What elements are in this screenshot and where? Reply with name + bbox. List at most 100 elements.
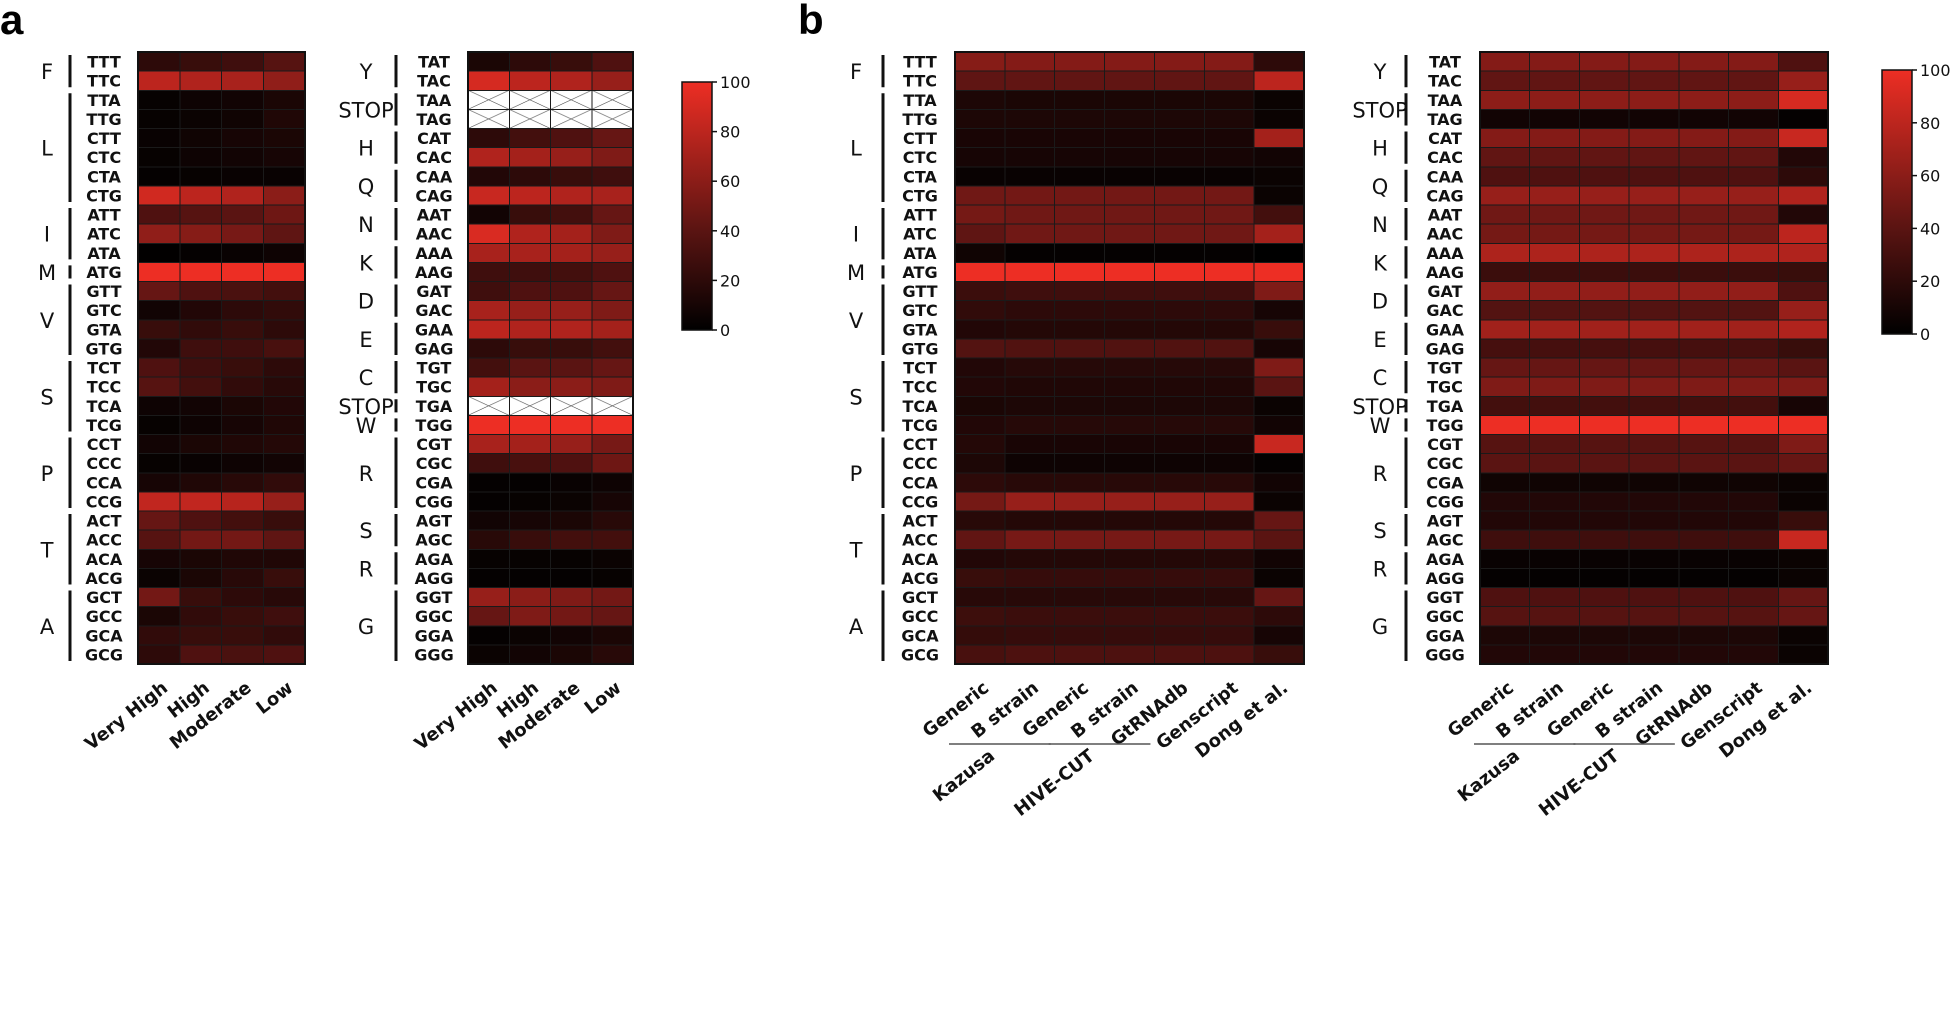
codon-label: TCC (87, 378, 121, 397)
heatmap-cell (1628, 376, 1680, 397)
heatmap-cell (1628, 319, 1680, 340)
heatmap-cell (1777, 606, 1829, 627)
heatmap-cell (1529, 281, 1580, 302)
codon-label: ACG (901, 569, 938, 588)
codon-label: TGG (1426, 416, 1463, 435)
codon-label: CTA (87, 167, 121, 186)
codon-label: ATC (87, 225, 121, 244)
heatmap-cell (467, 453, 510, 474)
heatmap-cell (467, 606, 510, 627)
heatmap-cell (137, 300, 181, 321)
codon-label: ACT (902, 512, 937, 531)
heatmap-cell (508, 548, 551, 569)
heatmap-cell (1479, 204, 1531, 225)
heatmap-cell (1004, 625, 1056, 646)
heatmap-cell (1004, 281, 1056, 302)
amino-acid-label: I (853, 223, 859, 247)
codon-label: TAC (417, 72, 451, 91)
amino-acid-label: G (358, 615, 374, 639)
heatmap-cell (591, 166, 634, 187)
codon-label: AAA (1426, 244, 1464, 263)
heatmap-cell (179, 338, 222, 359)
codon-label: GTG (86, 339, 123, 358)
heatmap-cell (1004, 223, 1056, 244)
heatmap-cell (591, 128, 634, 149)
heatmap-cell (137, 491, 181, 512)
heatmap-cell (221, 166, 264, 187)
heatmap-cell (591, 606, 634, 627)
heatmap-cell (954, 147, 1006, 168)
heatmap-cell (1628, 357, 1680, 378)
heatmap-cell (1578, 166, 1630, 187)
colorbar-tick-label: 20 (1920, 272, 1940, 291)
heatmap-cell (1529, 625, 1580, 646)
heatmap-cell (1104, 453, 1155, 474)
heatmap-cell (1529, 166, 1580, 187)
heatmap-cell (1728, 357, 1779, 378)
heatmap-cell (1203, 185, 1255, 206)
heatmap-cell (1777, 453, 1829, 474)
codon-label: CGC (416, 454, 453, 473)
heatmap-cell (137, 548, 181, 569)
heatmap-cell (1529, 338, 1580, 359)
heatmap-cell (954, 395, 1006, 416)
heatmap-cell (262, 281, 306, 302)
heatmap-cell (1678, 204, 1730, 225)
codon-label: GGG (414, 645, 453, 664)
heatmap-cell (1529, 414, 1580, 435)
heatmap-cell (467, 357, 510, 378)
colorbar-tick-label: 60 (1920, 167, 1940, 186)
heatmap-cell (1678, 300, 1730, 321)
amino-acid-label: R (1373, 462, 1388, 486)
codon-label: TTG (902, 110, 937, 129)
heatmap-cell (508, 625, 551, 646)
heatmap-cell (1054, 606, 1106, 627)
heatmap-cell (1777, 242, 1829, 263)
amino-acid-label: E (359, 328, 372, 352)
heatmap-cell (1479, 472, 1531, 493)
heatmap-cell (1054, 453, 1106, 474)
heatmap-cell (591, 70, 634, 91)
heatmap-cell (1529, 453, 1580, 474)
amino-acid-label: V (40, 309, 55, 333)
codon-label: TTA (903, 91, 937, 110)
heatmap-cell (1054, 128, 1106, 149)
codon-label: TAT (1429, 53, 1461, 72)
codon-label: GTC (86, 301, 122, 320)
heatmap-cell (1203, 453, 1255, 474)
heatmap-cell (221, 472, 264, 493)
heatmap-cell (1479, 625, 1531, 646)
heatmap-cell (1253, 434, 1305, 455)
heatmap-cell (1529, 567, 1580, 588)
heatmap-cell (1054, 376, 1106, 397)
heatmap-cell-na (550, 108, 593, 129)
heatmap-cell (1578, 70, 1630, 91)
heatmap-cell (1203, 587, 1255, 608)
heatmap-cell (137, 395, 181, 416)
heatmap-cell (1104, 51, 1155, 72)
heatmap-cell (137, 510, 181, 531)
heatmap-cell (1678, 108, 1730, 129)
heatmap-cell (137, 319, 181, 340)
heatmap-cell (1578, 108, 1630, 129)
heatmap-cell (508, 510, 551, 531)
heatmap-cell (1153, 147, 1205, 168)
heatmap-cell (550, 338, 593, 359)
heatmap-cell (591, 510, 634, 531)
heatmap-cell (550, 587, 593, 608)
heatmap-cell (1004, 261, 1056, 282)
heatmap-cell (1479, 414, 1531, 435)
heatmap-cell (591, 242, 634, 263)
codon-label: GCT (86, 588, 122, 607)
panel-label-b: b (798, 0, 824, 43)
codon-label: ACA (86, 550, 123, 569)
amino-acid-label: STOP (338, 98, 393, 122)
column-group-label: HIVE-CUT (1010, 745, 1099, 821)
codon-label: CTT (87, 129, 121, 148)
amino-acid-label: STOP (1352, 98, 1407, 122)
heatmap-cell (591, 529, 634, 550)
heatmap-cell (1253, 376, 1305, 397)
heatmap-cell (508, 567, 551, 588)
colorbar-gradient (681, 81, 713, 331)
